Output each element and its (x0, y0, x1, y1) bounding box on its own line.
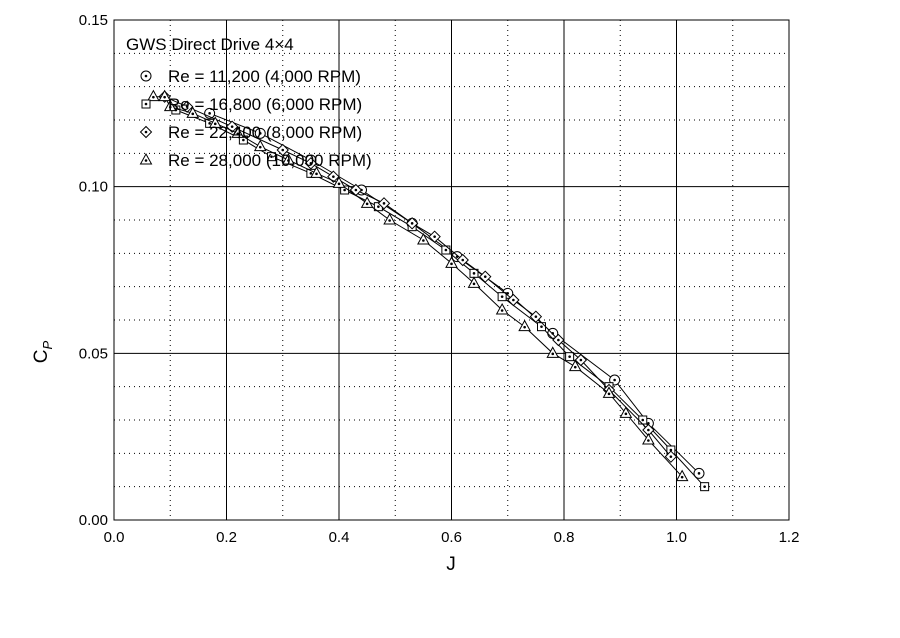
data-point (619, 406, 633, 418)
plot-frame (113, 19, 790, 521)
data-point (360, 196, 374, 208)
legend-marker (140, 70, 152, 82)
x-tick-label: 0.8 (554, 529, 575, 546)
data-point (507, 293, 520, 307)
data-point (147, 89, 160, 102)
data-point (456, 253, 469, 267)
data-point (253, 139, 267, 152)
data-point (497, 292, 507, 302)
data-point (602, 386, 616, 398)
data-point (441, 245, 451, 255)
x-tick-label: 0.4 (329, 529, 350, 546)
data-point (664, 450, 678, 463)
y-tick-label: 0.15 (79, 12, 108, 29)
x-tick-label: 1.0 (666, 529, 687, 546)
data-point (529, 310, 543, 323)
data-point (254, 127, 266, 139)
data-point (304, 157, 318, 170)
y-axis-label: CP (31, 340, 55, 363)
legend-marker (141, 99, 151, 109)
legend-label: Re = 22,400 (8,000 RPM) (168, 123, 362, 142)
data-point (332, 176, 346, 188)
data-point (208, 116, 222, 128)
y-axis-label-main: C (31, 349, 52, 363)
data-point (180, 100, 194, 113)
x-axis-label: J (446, 554, 456, 575)
series-3 (158, 90, 678, 463)
data-point (700, 482, 710, 492)
legend-marker (139, 125, 153, 139)
legend-title: GWS Direct Drive 4×4 (126, 35, 294, 54)
data-point (310, 166, 323, 178)
data-point (537, 322, 546, 332)
data-point (267, 152, 276, 162)
data-point (186, 106, 200, 118)
data-point (638, 415, 648, 425)
data-point (479, 270, 492, 283)
y-axis: 0.00 0.05 0.10 0.15 (79, 12, 108, 529)
data-point (467, 276, 481, 288)
x-axis: 0.0 0.2 0.4 0.6 0.8 1.0 1.2 (104, 529, 800, 546)
legend-label: Re = 16,800 (6,000 RPM) (168, 95, 362, 114)
legend-entry: Re = 11,200 (4,000 RPM) (140, 67, 361, 86)
y-axis-label-subscript: P (40, 340, 55, 349)
data-point (276, 143, 289, 157)
legend-entry: Re = 16,800 (6,000 RPM) (141, 95, 362, 114)
y-tick-label: 0.00 (79, 512, 108, 529)
data-point (417, 232, 430, 245)
minor-grid (114, 20, 789, 520)
data-point (675, 469, 689, 482)
data-point (568, 359, 582, 372)
x-tick-label: 0.0 (104, 529, 125, 546)
data-point (231, 126, 245, 138)
legend-label: Re = 28,000 (10,000 RPM) (168, 151, 372, 170)
data-point (163, 99, 177, 112)
y-tick-label: 0.10 (79, 179, 108, 196)
data-point (383, 212, 396, 225)
data-point (225, 120, 239, 133)
legend-entry: Re = 28,000 (10,000 RPM) (139, 151, 372, 170)
data-point (565, 352, 575, 362)
y-tick-label: 0.05 (79, 345, 108, 362)
data-point (405, 217, 419, 230)
legend-label: Re = 11,200 (4,000 RPM) (168, 67, 361, 86)
data-point (574, 353, 588, 367)
data-point (158, 89, 171, 102)
data-point (282, 152, 295, 165)
data-point (693, 467, 705, 479)
svg-text:CP: CP (31, 340, 55, 363)
series-layer (147, 89, 710, 492)
x-tick-label: 0.2 (216, 529, 237, 546)
data-point (445, 256, 458, 268)
x-tick-label: 1.2 (779, 529, 800, 546)
data-point (495, 302, 509, 315)
data-point (546, 346, 560, 358)
legend-marker (139, 152, 153, 165)
series-4 (147, 89, 689, 482)
data-point (377, 197, 391, 210)
data-point (518, 319, 531, 332)
data-point (238, 135, 248, 145)
data-point (428, 230, 441, 243)
major-grid (114, 20, 789, 520)
data-point (552, 333, 565, 347)
legend-entry: Re = 22,400 (8,000 RPM) (139, 123, 362, 142)
legend: GWS Direct Drive 4×4 Re = 11,200 (4,000 … (126, 35, 372, 170)
x-tick-label: 0.6 (441, 529, 462, 546)
data-point (642, 432, 655, 445)
